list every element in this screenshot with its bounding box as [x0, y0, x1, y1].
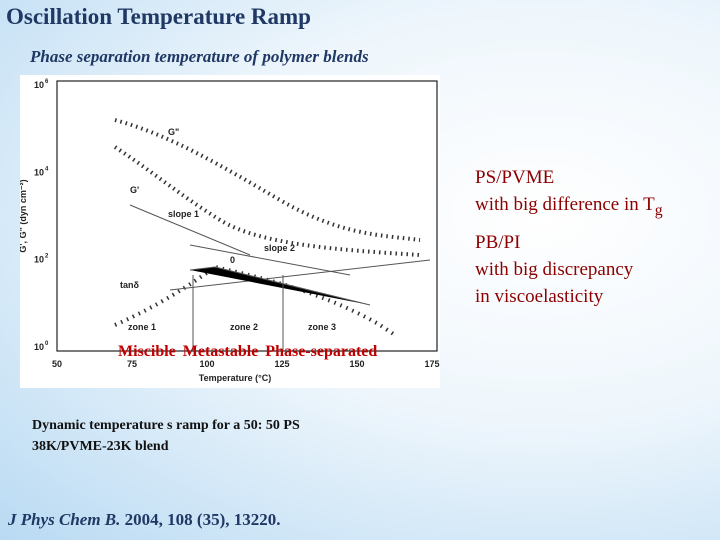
region-label: Phase-separated — [265, 343, 378, 360]
annotation: G" — [168, 127, 179, 137]
y-tick-base: 10 — [34, 342, 44, 352]
x-tick-label: 125 — [274, 359, 289, 369]
annotation: slope 2 — [264, 243, 295, 253]
citation: J Phys Chem B. 2004, 108 (35), 13220. — [8, 510, 280, 530]
note-line: with big discrepancy — [475, 256, 633, 283]
x-label: Temperature (°C) — [199, 373, 271, 383]
y-label: G', G" (dyn cm⁻²) — [20, 179, 28, 252]
zone-label: zone 3 — [308, 322, 336, 332]
x-tick-label: 100 — [199, 359, 214, 369]
note-line: with big difference in Tg — [475, 191, 663, 224]
y-tick-base: 10 — [34, 80, 44, 90]
note-line: in viscoelasticity — [475, 283, 633, 310]
y-tick-base: 10 — [34, 255, 44, 265]
note-text: with big discrepancy — [475, 259, 634, 280]
note-subscript: g — [654, 201, 663, 219]
x-tick-label: 75 — [127, 359, 137, 369]
caption-line: Dynamic temperature s ramp for a 50: 50 … — [32, 418, 300, 433]
note-text: in viscoelasticity — [475, 286, 604, 307]
x-tick-label: 150 — [349, 359, 364, 369]
region-label: Miscible — [118, 343, 176, 360]
y-tick-exp: 2 — [45, 254, 49, 260]
y-tick-base: 10 — [34, 167, 44, 177]
title: Oscillation Temperature Ramp — [6, 4, 311, 29]
caption-line: 38K/PVME-23K blend — [32, 439, 169, 454]
note-title: PB/PI — [475, 232, 521, 253]
note-title: PS/PVME — [475, 167, 555, 188]
x-tick-label: 175 — [424, 359, 439, 369]
region-label: Metastable — [182, 343, 259, 360]
y-tick-exp: 4 — [45, 166, 49, 172]
note: PS/PVME with big difference in Tg — [475, 164, 663, 224]
details: 2004, 108 (35), 13220. — [120, 510, 281, 529]
note: PB/PI with big discrepancy in viscoelastic… — [475, 229, 633, 310]
note-text: with big difference in T — [475, 194, 655, 215]
y-tick-exp: 6 — [45, 79, 49, 85]
journal: J Phys Chem B. — [8, 510, 121, 529]
zone-label: zone 2 — [230, 322, 258, 332]
annotation: 0 — [230, 255, 235, 265]
zone-label: zone 1 — [128, 322, 156, 332]
x-tick-label: 50 — [52, 359, 62, 369]
y-tick-exp: 0 — [45, 341, 49, 347]
annotation: G' — [130, 185, 139, 195]
annotation: slope 1 — [168, 209, 199, 219]
annotation: tanδ — [120, 280, 140, 290]
subtitle: Phase separation temperature of polymer … — [30, 47, 369, 66]
regions: Miscible Metastable Phase-separated — [118, 343, 384, 361]
